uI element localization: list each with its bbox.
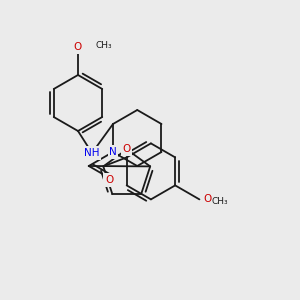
Text: O: O <box>74 42 82 52</box>
Text: NH: NH <box>84 148 100 158</box>
Text: CH₃: CH₃ <box>96 40 112 50</box>
Text: O: O <box>203 194 212 204</box>
Text: N: N <box>109 147 117 157</box>
Text: CH₃: CH₃ <box>212 197 228 206</box>
Text: O: O <box>123 144 131 154</box>
Text: O: O <box>105 175 113 185</box>
